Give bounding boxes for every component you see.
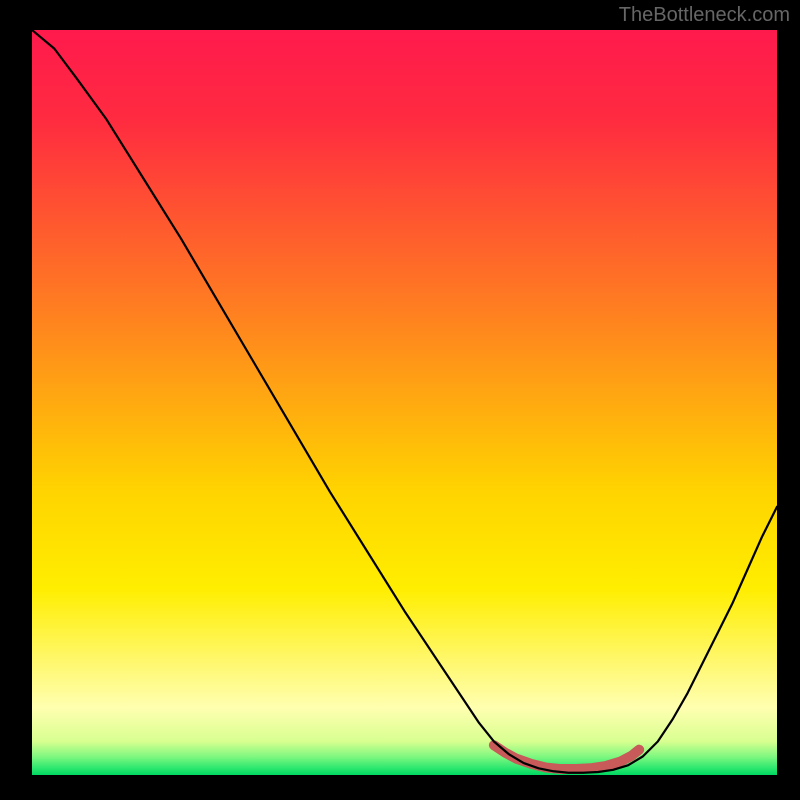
bottleneck-curve [32, 30, 777, 773]
curve-layer [32, 30, 777, 775]
plot-area [32, 30, 777, 775]
watermark-text: TheBottleneck.com [619, 4, 790, 27]
